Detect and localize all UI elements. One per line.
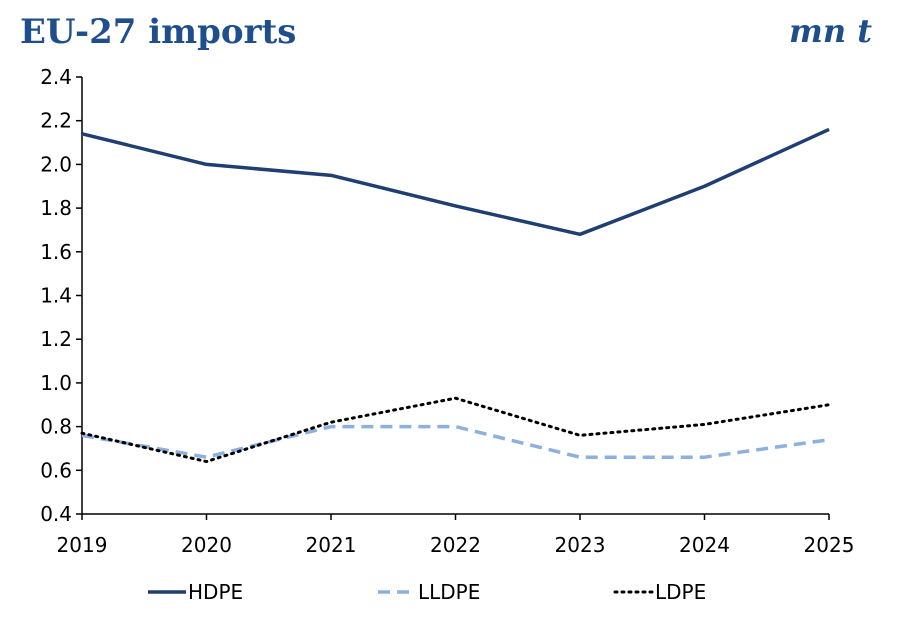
legend-label-hdpe: HDPE bbox=[188, 580, 243, 604]
legend-label-lldpe: LLDPE bbox=[418, 580, 480, 604]
y-tick-label: 1.2 bbox=[40, 327, 72, 351]
y-tick-label: 1.6 bbox=[40, 240, 72, 264]
x-tick-label: 2021 bbox=[306, 533, 357, 557]
x-tick-label: 2024 bbox=[679, 533, 730, 557]
y-tick-label: 1.8 bbox=[40, 196, 72, 220]
series-line-ldpe bbox=[80, 396, 831, 464]
y-tick-label: 2.0 bbox=[40, 152, 72, 176]
y-tick-label: 2.4 bbox=[40, 65, 72, 89]
axes: 0.4 0.6 0.8 1.0 1.2 1.4 1.6 1.8 2.0 2.2 2.4 2019 202… bbox=[40, 65, 854, 557]
y-tick-label: 2.2 bbox=[40, 109, 72, 133]
x-tick-label: 2023 bbox=[555, 533, 606, 557]
y-tick-label: 1.4 bbox=[40, 284, 72, 308]
legend: HDPE LLDPE LDPE bbox=[148, 580, 706, 604]
y-tick-label: 0.4 bbox=[40, 502, 72, 526]
series-line-hdpe bbox=[81, 127, 830, 237]
series-line-lldpe bbox=[81, 424, 830, 459]
y-tick-label: 1.0 bbox=[40, 371, 72, 395]
series-layer bbox=[80, 127, 831, 464]
x-tick-label: 2025 bbox=[804, 533, 855, 557]
x-tick-label: 2020 bbox=[181, 533, 232, 557]
x-tick-label: 2019 bbox=[57, 533, 108, 557]
unit-label: mn t bbox=[788, 12, 872, 50]
y-tick-label: 0.8 bbox=[40, 415, 72, 439]
chart-title: EU-27 imports bbox=[20, 12, 297, 52]
y-tick-label: 0.6 bbox=[40, 458, 72, 482]
legend-label-ldpe: LDPE bbox=[655, 580, 706, 604]
x-tick-label: 2022 bbox=[430, 533, 481, 557]
